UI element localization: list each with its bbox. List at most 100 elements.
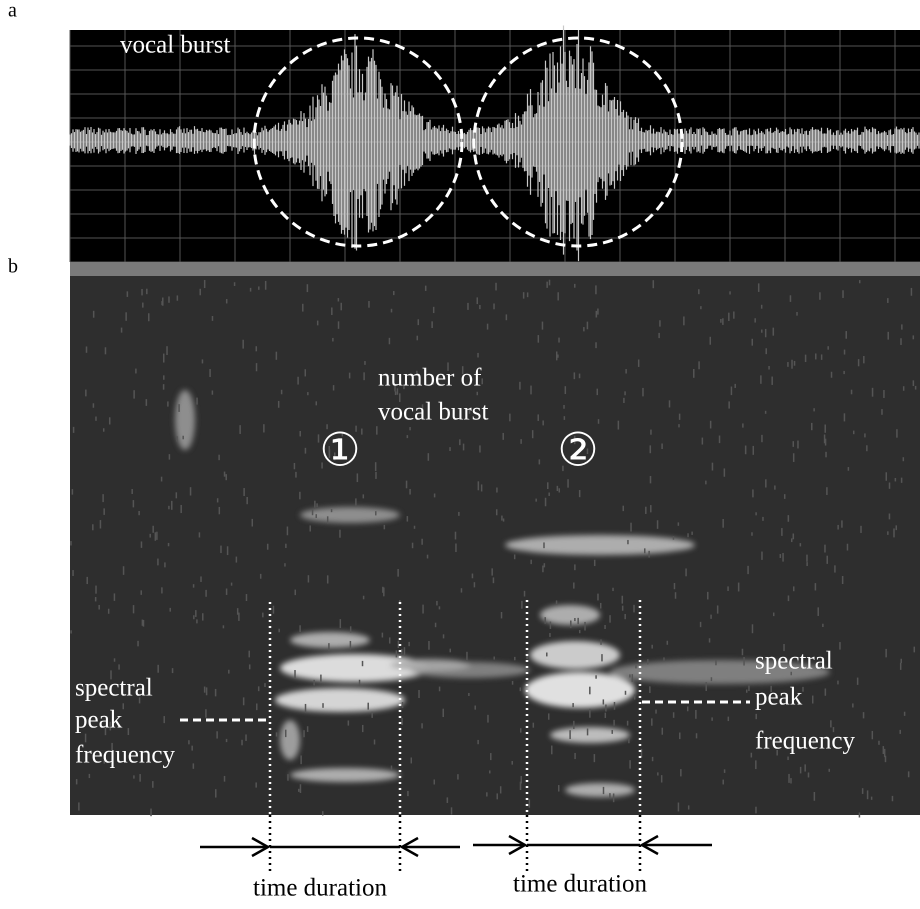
noise-speck bbox=[70, 541, 72, 546]
noise-speck bbox=[139, 774, 141, 782]
noise-speck bbox=[530, 385, 532, 395]
noise-speck bbox=[245, 594, 248, 602]
duration-label: time duration bbox=[513, 871, 647, 898]
noise-speck bbox=[722, 318, 724, 325]
noise-speck bbox=[411, 542, 414, 549]
noise-speck bbox=[573, 720, 575, 730]
noise-speck bbox=[555, 351, 558, 361]
noise-speck bbox=[140, 541, 143, 548]
noise-speck bbox=[364, 361, 366, 365]
noise-speck bbox=[109, 721, 112, 731]
noise-speck bbox=[761, 434, 763, 443]
noise-speck bbox=[458, 511, 460, 516]
noise-speck bbox=[622, 505, 625, 512]
noise-speck bbox=[395, 650, 398, 658]
noise-speck bbox=[72, 426, 75, 433]
noise-speck bbox=[103, 759, 106, 764]
noise-speck bbox=[299, 491, 301, 500]
noise-speck bbox=[299, 784, 302, 794]
noise-speck bbox=[649, 686, 651, 694]
noise-speck bbox=[824, 688, 827, 696]
noise-speck bbox=[75, 779, 78, 785]
waveform-annotation: vocal burst bbox=[120, 32, 230, 59]
spectral-energy bbox=[540, 605, 600, 625]
noise-speck bbox=[373, 739, 376, 745]
noise-speck bbox=[111, 742, 113, 751]
noise-speck bbox=[406, 516, 409, 522]
noise-speck bbox=[563, 416, 566, 420]
noise-speck bbox=[578, 490, 581, 498]
noise-speck bbox=[678, 424, 680, 428]
noise-speck bbox=[471, 573, 474, 579]
noise-speck bbox=[710, 614, 712, 619]
noise-speck bbox=[160, 476, 163, 482]
noise-speck bbox=[514, 656, 516, 661]
noise-speck bbox=[650, 505, 652, 513]
noise-speck bbox=[574, 617, 576, 622]
noise-speck bbox=[432, 306, 435, 314]
noise-speck bbox=[140, 590, 142, 595]
noise-speck bbox=[627, 539, 629, 545]
noise-speck bbox=[752, 489, 754, 498]
noise-speck bbox=[363, 372, 365, 381]
noise-speck bbox=[266, 543, 269, 550]
noise-speck bbox=[858, 280, 861, 284]
noise-speck bbox=[446, 797, 449, 803]
noise-speck bbox=[161, 301, 163, 306]
noise-speck bbox=[167, 401, 169, 407]
noise-speck bbox=[243, 488, 245, 497]
noise-speck bbox=[95, 585, 97, 594]
noise-speck bbox=[788, 773, 790, 783]
noise-speck bbox=[548, 279, 551, 286]
noise-speck bbox=[811, 695, 814, 704]
noise-speck bbox=[406, 435, 409, 439]
noise-speck bbox=[612, 793, 615, 803]
noise-speck bbox=[789, 295, 792, 302]
noise-speck bbox=[405, 480, 408, 489]
noise-speck bbox=[825, 451, 827, 458]
noise-speck bbox=[787, 595, 790, 602]
noise-speck bbox=[348, 372, 351, 379]
noise-speck bbox=[152, 525, 154, 533]
noise-speck bbox=[793, 586, 795, 592]
noise-speck bbox=[256, 703, 258, 711]
noise-speck bbox=[328, 643, 330, 651]
noise-speck bbox=[797, 440, 799, 449]
noise-speck bbox=[900, 477, 903, 483]
noise-speck bbox=[595, 342, 597, 349]
noise-speck bbox=[322, 811, 324, 816]
noise-speck bbox=[145, 399, 148, 406]
noise-speck bbox=[573, 283, 576, 288]
spectral-energy bbox=[505, 535, 695, 555]
noise-speck bbox=[881, 409, 883, 415]
noise-speck bbox=[783, 494, 786, 499]
spectral-energy bbox=[550, 727, 630, 743]
noise-speck bbox=[122, 566, 125, 575]
noise-speck bbox=[284, 563, 286, 567]
noise-speck bbox=[782, 552, 784, 562]
noise-speck bbox=[912, 335, 915, 340]
noise-speck bbox=[644, 548, 646, 554]
noise-speck bbox=[852, 703, 854, 708]
noise-speck bbox=[113, 593, 116, 601]
noise-speck bbox=[705, 480, 707, 485]
noise-speck bbox=[790, 778, 792, 784]
noise-speck bbox=[708, 638, 711, 643]
noise-speck bbox=[734, 383, 736, 388]
noise-speck bbox=[733, 311, 735, 319]
noise-speck bbox=[263, 424, 265, 433]
noise-speck bbox=[866, 790, 869, 800]
annotation: number of bbox=[378, 365, 482, 392]
noise-speck bbox=[882, 746, 885, 755]
noise-speck bbox=[480, 484, 483, 492]
noise-speck bbox=[757, 283, 760, 292]
noise-speck bbox=[793, 360, 796, 366]
noise-speck bbox=[331, 307, 333, 316]
noise-speck bbox=[371, 711, 373, 718]
noise-speck bbox=[245, 734, 247, 741]
noise-speck bbox=[316, 503, 318, 508]
noise-speck bbox=[544, 497, 547, 507]
noise-speck bbox=[650, 429, 652, 435]
noise-speck bbox=[842, 290, 844, 298]
noise-speck bbox=[787, 756, 789, 761]
